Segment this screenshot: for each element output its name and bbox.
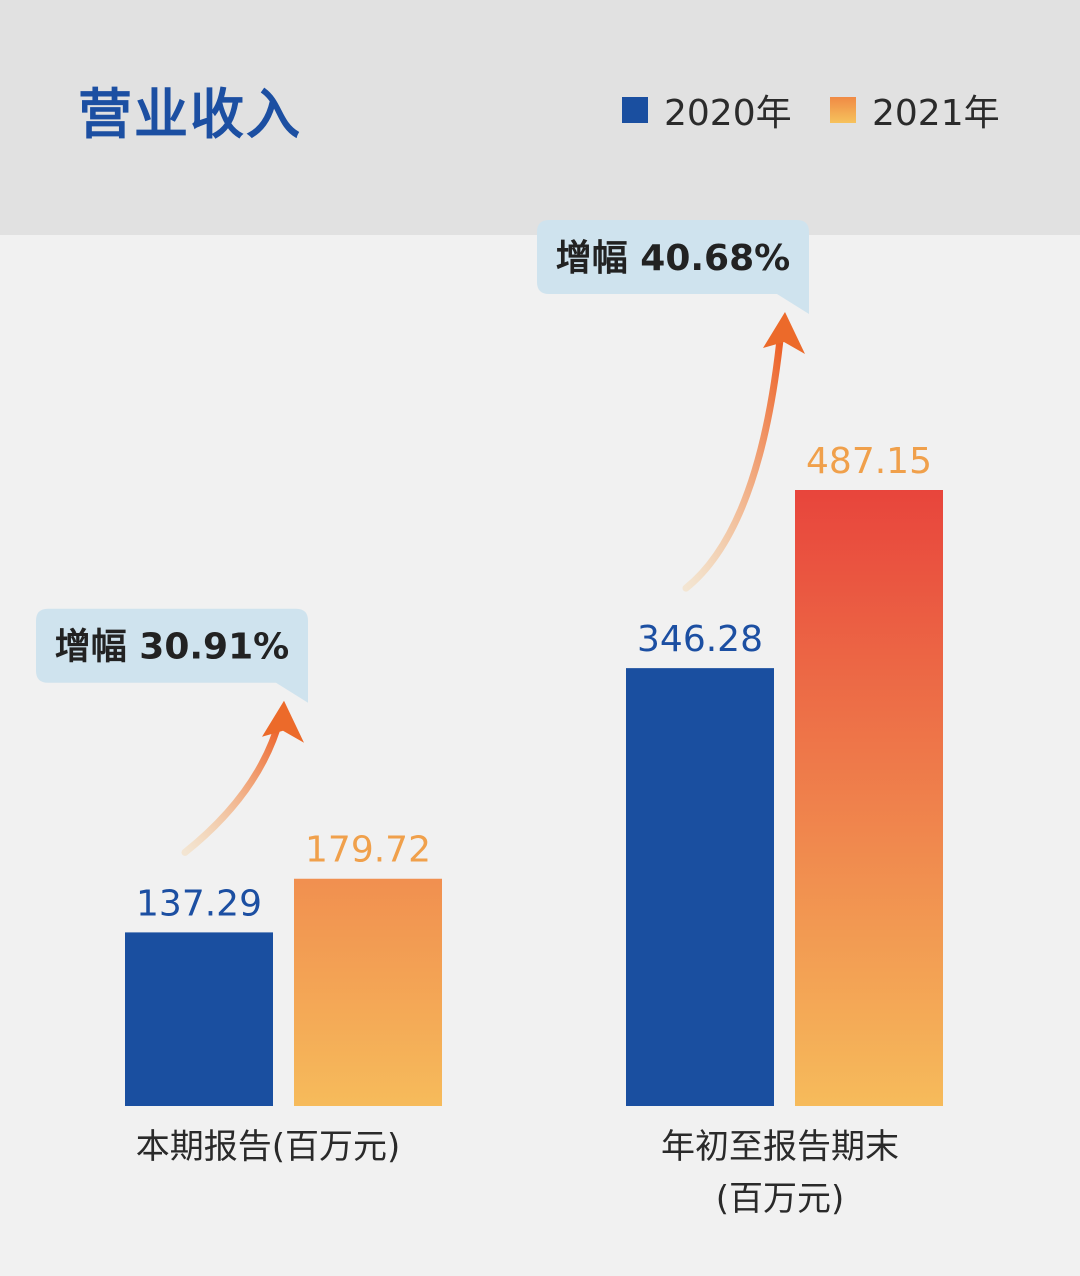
bar-2021-cat1 bbox=[795, 490, 943, 1106]
annotation-text-cat0: 增幅 30.91% bbox=[55, 627, 289, 668]
bar-2020-cat1 bbox=[626, 668, 774, 1106]
arrow-head-icon-cat1 bbox=[763, 312, 805, 354]
value-label-2021-cat1: 487.15 bbox=[806, 441, 932, 482]
value-label-2021-cat0: 179.72 bbox=[305, 830, 431, 871]
legend-item-2021: 2021年 bbox=[830, 84, 1000, 136]
header-band bbox=[0, 0, 1080, 235]
arrow-head-icon-cat0 bbox=[262, 700, 304, 743]
category-label-1-line1: (百万元) bbox=[716, 1179, 845, 1219]
category-label-1-line0: 年初至报告期末 bbox=[661, 1127, 899, 1167]
legend-item-2020: 2020年 bbox=[622, 84, 792, 136]
legend-swatch-2021 bbox=[830, 97, 856, 123]
legend-label-2021: 2021年 bbox=[872, 93, 1000, 134]
legend-label-2020: 2020年 bbox=[664, 93, 792, 134]
legend-swatch-2020 bbox=[622, 97, 648, 123]
chart-title: 营业收入 bbox=[78, 83, 302, 146]
annotation-bubble-cat0 bbox=[36, 608, 308, 703]
bar-2020-cat0 bbox=[125, 932, 273, 1106]
value-label-2020-cat0: 137.29 bbox=[136, 883, 262, 924]
bar-2021-cat0 bbox=[294, 878, 442, 1106]
value-label-2020-cat1: 346.28 bbox=[637, 619, 763, 660]
annotation-bubble-cat1 bbox=[537, 220, 809, 314]
growth-arrow-cat0 bbox=[181, 715, 284, 856]
annotation-text-cat1: 增幅 40.68% bbox=[556, 238, 790, 279]
growth-arrow-cat1 bbox=[682, 326, 785, 592]
category-label-0-line0: 本期报告(百万元) bbox=[136, 1127, 401, 1167]
